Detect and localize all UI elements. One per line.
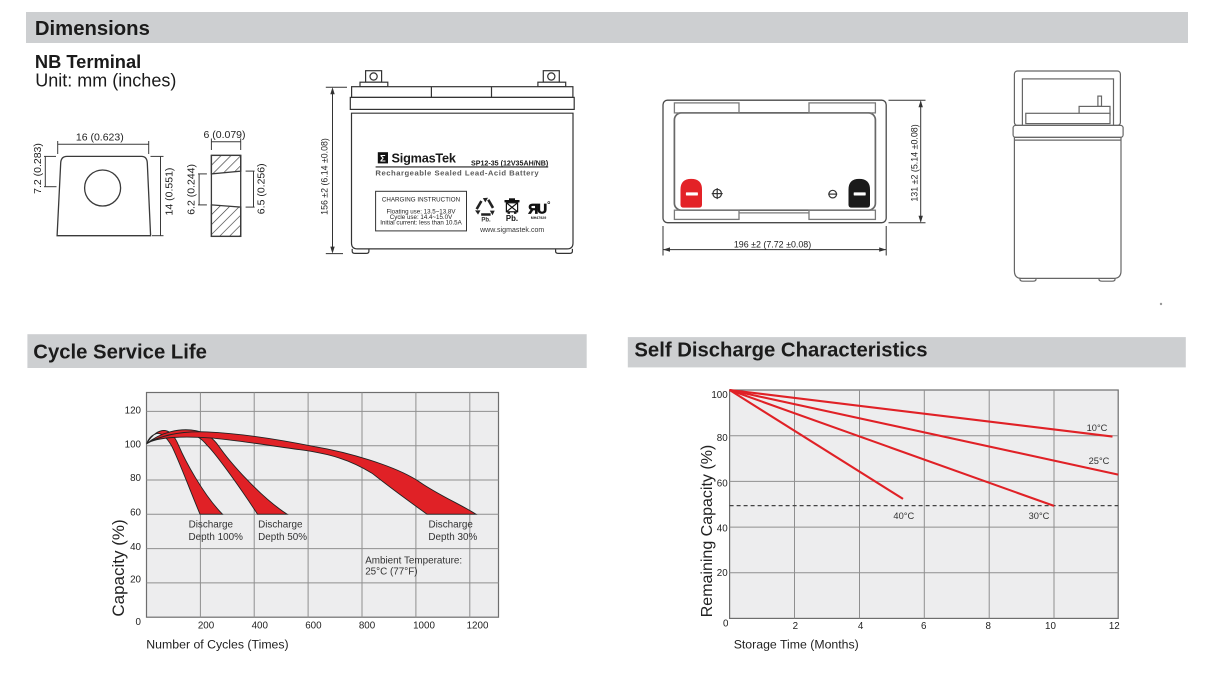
svg-text:Initial current: less than 10.: Initial current: less than 10.5A	[380, 219, 462, 226]
svg-text:Discharge: Discharge	[189, 520, 234, 531]
svg-text:7.2 (0.283): 7.2 (0.283)	[32, 143, 44, 194]
svg-text:Discharge: Discharge	[428, 520, 473, 531]
svg-text:30°C: 30°C	[1029, 511, 1050, 521]
svg-text:14 (0.551): 14 (0.551)	[164, 168, 176, 216]
svg-text:MH47929: MH47929	[531, 216, 547, 220]
svg-text:40: 40	[717, 524, 728, 535]
svg-text:Discharge: Discharge	[258, 520, 303, 531]
svg-text:16 (0.623): 16 (0.623)	[76, 132, 124, 144]
svg-text:Dimensions: Dimensions	[35, 18, 150, 40]
svg-text:400: 400	[252, 620, 269, 631]
svg-text:Depth 50%: Depth 50%	[258, 532, 307, 543]
svg-text:Ambient Temperature:: Ambient Temperature:	[365, 556, 462, 567]
svg-text:60: 60	[717, 478, 728, 489]
svg-text:196 ±2 (7.72 ±0.08): 196 ±2 (7.72 ±0.08)	[734, 239, 811, 249]
svg-text:Σ: Σ	[380, 153, 386, 164]
svg-text:ЯU: ЯU	[528, 200, 547, 216]
svg-text:SigmasTek: SigmasTek	[392, 151, 457, 165]
svg-text:800: 800	[359, 620, 376, 631]
svg-text:100: 100	[711, 390, 728, 401]
svg-text:20: 20	[717, 568, 728, 579]
svg-text:Number of Cycles (Times): Number of Cycles (Times)	[146, 638, 288, 652]
svg-text:20: 20	[130, 575, 141, 586]
svg-text:10: 10	[1045, 621, 1056, 632]
svg-text:6: 6	[921, 621, 927, 632]
svg-text:Pb.: Pb.	[506, 214, 518, 223]
svg-text:0: 0	[136, 617, 142, 628]
svg-text:1200: 1200	[467, 620, 489, 631]
svg-text:156 ±2 (6.14 ±0.08): 156 ±2 (6.14 ±0.08)	[320, 138, 330, 215]
svg-text:Self Discharge Characteristics: Self Discharge Characteristics	[634, 340, 927, 362]
svg-text:600: 600	[305, 620, 322, 631]
svg-text:Rechargeable Sealed Lead-Acid: Rechargeable Sealed Lead-Acid Battery	[375, 169, 539, 178]
svg-text:0: 0	[723, 619, 729, 630]
svg-text:Unit: mm (inches): Unit: mm (inches)	[35, 71, 176, 91]
svg-text:4: 4	[858, 621, 864, 632]
svg-text:2: 2	[793, 621, 798, 632]
svg-text:Storage Time (Months): Storage Time (Months)	[734, 638, 859, 652]
svg-text:12: 12	[1109, 621, 1120, 632]
svg-text:1000: 1000	[413, 620, 435, 631]
svg-text:120: 120	[125, 405, 142, 416]
svg-text:NB Terminal: NB Terminal	[35, 51, 141, 72]
svg-text:Cycle Service Life: Cycle Service Life	[33, 341, 207, 363]
svg-text:80: 80	[130, 473, 141, 484]
svg-text:www.sigmastek.com: www.sigmastek.com	[479, 227, 544, 234]
svg-text:40°C: 40°C	[893, 511, 914, 521]
svg-text:40: 40	[130, 542, 141, 553]
svg-text:80: 80	[717, 433, 728, 444]
svg-text:10°C: 10°C	[1087, 423, 1108, 433]
svg-text:131 ±2 (5.14 ±0.08): 131 ±2 (5.14 ±0.08)	[910, 124, 920, 201]
svg-text:Capacity (%): Capacity (%)	[109, 519, 128, 616]
svg-text:6.5 (0.256): 6.5 (0.256)	[256, 163, 268, 214]
svg-text:25°C (77°F): 25°C (77°F)	[365, 567, 417, 578]
svg-text:100: 100	[125, 440, 142, 451]
svg-text:Floating use: 13.5~13.8V: Floating use: 13.5~13.8V	[387, 208, 457, 215]
svg-text:Pb.: Pb.	[481, 218, 491, 224]
svg-text:Depth 30%: Depth 30%	[428, 532, 477, 543]
svg-text:200: 200	[198, 620, 215, 631]
svg-text:Remaining Capacity (%): Remaining Capacity (%)	[699, 445, 716, 618]
svg-text:6 (0.079): 6 (0.079)	[203, 129, 245, 141]
svg-text:Cycle use: 14.4~15.0V: Cycle use: 14.4~15.0V	[390, 214, 453, 221]
svg-text:CHARGING INSTRUCTION: CHARGING INSTRUCTION	[382, 197, 460, 204]
svg-text:60: 60	[130, 508, 141, 519]
svg-text:6.2 (0.244): 6.2 (0.244)	[186, 164, 198, 215]
svg-text:8: 8	[985, 621, 991, 632]
svg-text:SP12-35 (12V35AH/NB): SP12-35 (12V35AH/NB)	[471, 159, 549, 167]
svg-text:25°C: 25°C	[1089, 456, 1110, 466]
svg-text:Depth 100%: Depth 100%	[189, 532, 244, 543]
